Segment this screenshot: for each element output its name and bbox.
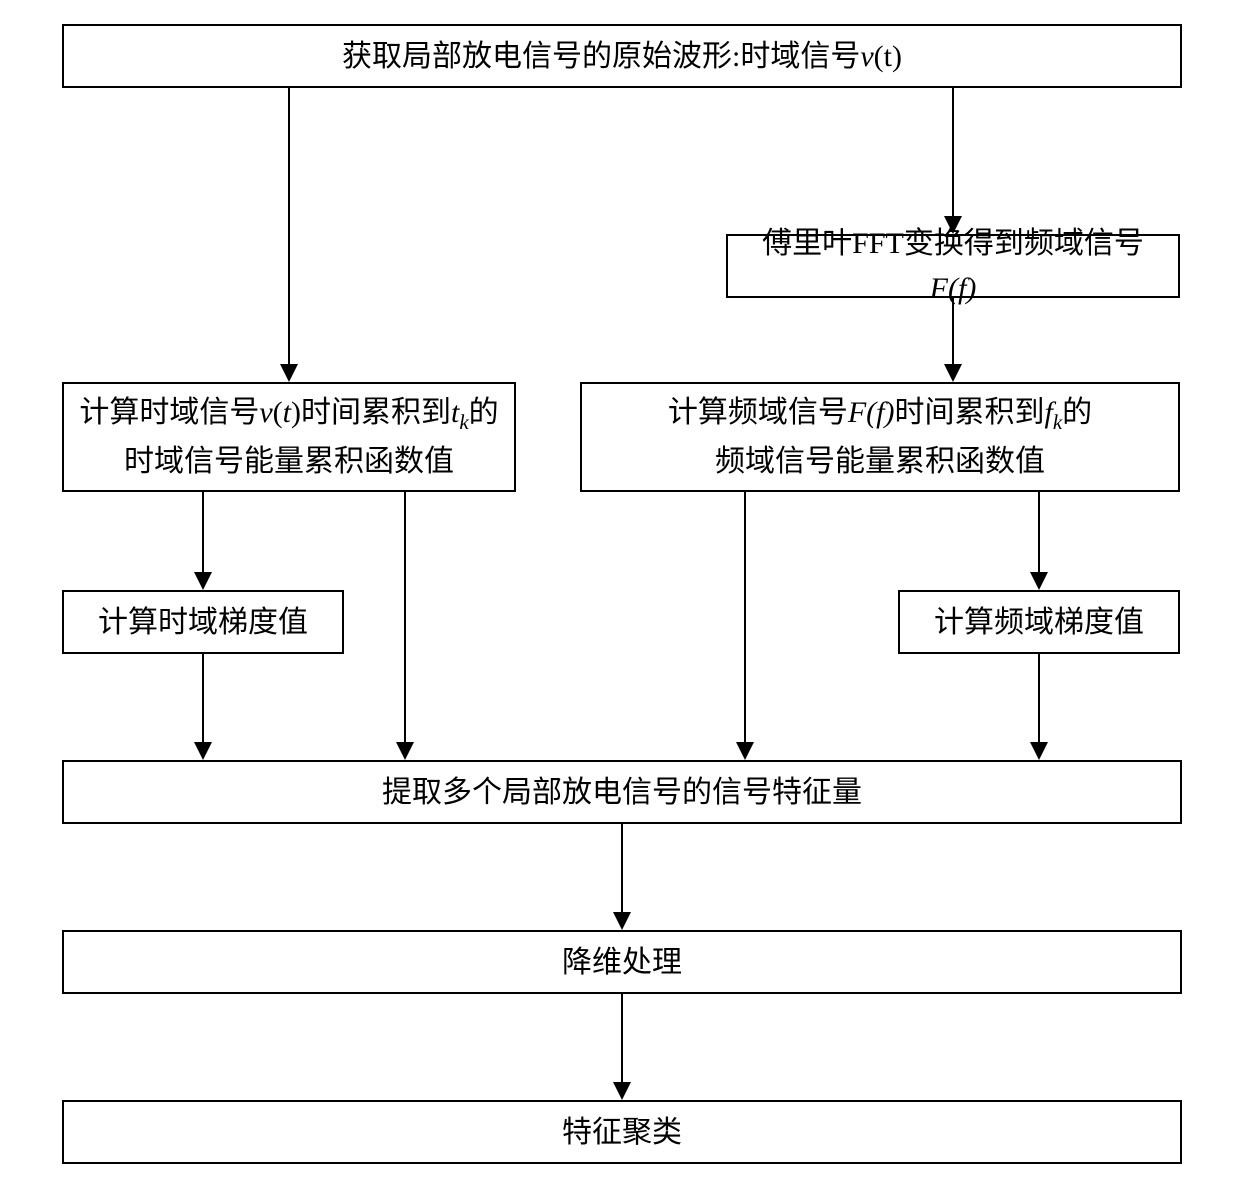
node-fft-transform: 傅里叶FFT变换得到频域信号F(f): [726, 234, 1180, 298]
flowchart-container: 获取局部放电信号的原始波形:时域信号v(t) 傅里叶FFT变换得到频域信号F(f…: [0, 0, 1240, 1198]
node-label: 计算时域梯度值: [98, 600, 308, 645]
node-extract-features: 提取多个局部放电信号的信号特征量: [62, 760, 1182, 824]
node-acquire-signal: 获取局部放电信号的原始波形:时域信号v(t): [62, 24, 1182, 88]
edge-n4-n7: [744, 492, 746, 742]
arrow-head-icon: [613, 912, 631, 930]
arrow-head-icon: [944, 216, 962, 234]
edge-n3-n7: [404, 492, 406, 742]
node-label: 计算频域梯度值: [934, 600, 1144, 645]
node-freq-gradient: 计算频域梯度值: [898, 590, 1180, 654]
node-dim-reduction: 降维处理: [62, 930, 1182, 994]
edge-n4-n6: [1038, 492, 1040, 572]
node-label: 获取局部放电信号的原始波形:时域信号v(t): [342, 34, 902, 79]
arrow-head-icon: [613, 1082, 631, 1100]
edge-n3-n5: [202, 492, 204, 572]
arrow-head-icon: [280, 364, 298, 382]
edge-n2-n4: [952, 298, 954, 364]
edge-n1-n3: [288, 88, 290, 364]
arrow-head-icon: [736, 742, 754, 760]
node-time-energy: 计算时域信号v(t)时间累积到tk的时域信号能量累积函数值: [62, 382, 516, 492]
arrow-head-icon: [944, 364, 962, 382]
node-label: 降维处理: [562, 940, 682, 985]
edge-n6-n7: [1038, 654, 1040, 742]
edge-n7-n8: [621, 824, 623, 912]
node-label: 计算时域信号v(t)时间累积到tk的时域信号能量累积函数值: [79, 390, 498, 484]
arrow-head-icon: [1030, 742, 1048, 760]
arrow-head-icon: [1030, 572, 1048, 590]
arrow-head-icon: [194, 572, 212, 590]
node-label: 提取多个局部放电信号的信号特征量: [382, 770, 862, 815]
arrow-head-icon: [396, 742, 414, 760]
edge-n8-n9: [621, 994, 623, 1082]
node-clustering: 特征聚类: [62, 1100, 1182, 1164]
arrow-head-icon: [194, 742, 212, 760]
node-freq-energy: 计算频域信号F(f)时间累积到fk的频域信号能量累积函数值: [580, 382, 1180, 492]
node-time-gradient: 计算时域梯度值: [62, 590, 344, 654]
edge-n5-n7: [202, 654, 204, 742]
node-label: 特征聚类: [562, 1110, 682, 1155]
edge-n1-n2: [952, 88, 954, 216]
node-label: 计算频域信号F(f)时间累积到fk的频域信号能量累积函数值: [668, 390, 1092, 484]
